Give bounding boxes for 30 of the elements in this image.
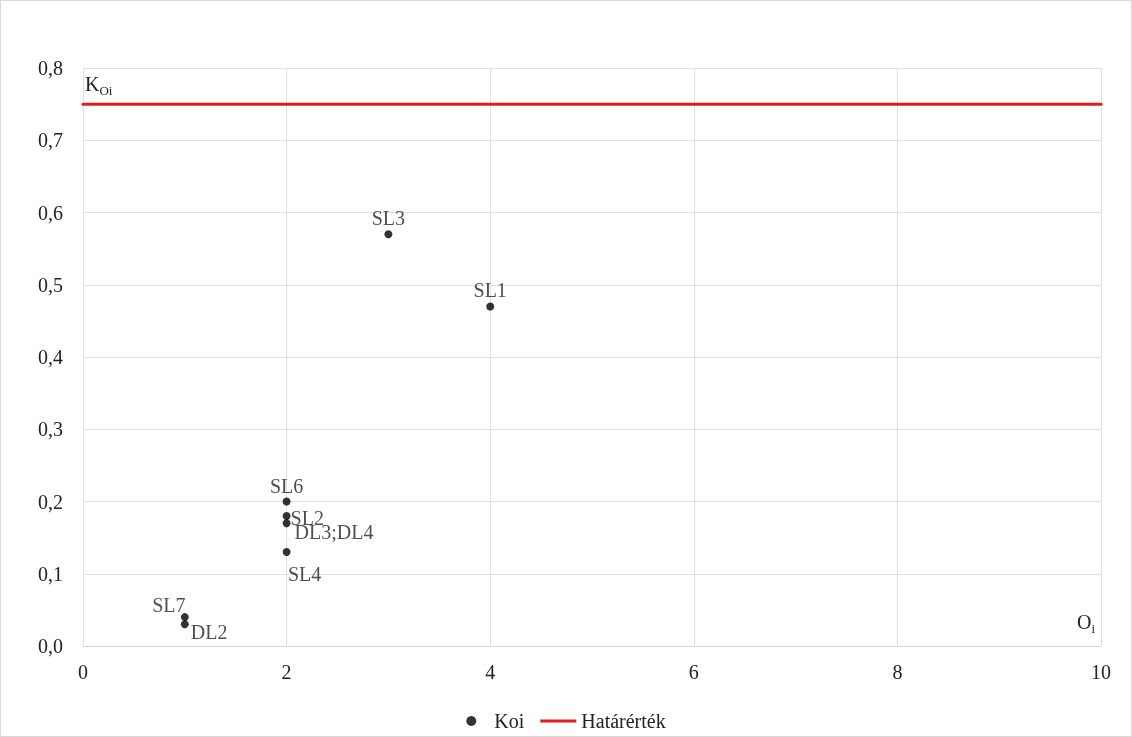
y-tick-label: 0,5 [38, 273, 63, 296]
data-label: SL4 [287, 563, 322, 586]
x-tick-label: 10 [1091, 661, 1111, 683]
legend-label: Koi [494, 710, 525, 732]
x-tick-label: 6 [688, 661, 699, 683]
point [282, 519, 291, 528]
point [180, 613, 189, 622]
x-tick-label: 0 [78, 661, 88, 683]
y-tick-label: 0,3 [38, 418, 63, 441]
point [384, 230, 393, 239]
data-label: SL1 [473, 279, 507, 302]
data-label: DL2 [190, 621, 228, 644]
data-label: SL6 [269, 474, 304, 497]
data-label: SL7 [152, 594, 186, 617]
y-tick-label: 0,4 [38, 346, 63, 368]
y-tick-label: 0,6 [38, 201, 63, 224]
y-tick-label: 0,7 [38, 129, 63, 152]
y-tick-label: 0,2 [38, 490, 63, 513]
x-tick-label: 8 [892, 661, 903, 683]
x-tick-label: 4 [485, 661, 496, 683]
legend-label: Határérték [581, 710, 666, 732]
x-tick-label: 2 [281, 661, 292, 683]
point [282, 497, 291, 506]
point [180, 620, 189, 629]
point [282, 548, 291, 557]
data-label: SL3 [371, 207, 406, 230]
y-tick-label: 0,8 [38, 57, 63, 79]
y-tick-label: 0,0 [38, 635, 63, 657]
point [486, 302, 495, 311]
y-tick-label: 0,1 [38, 562, 63, 585]
